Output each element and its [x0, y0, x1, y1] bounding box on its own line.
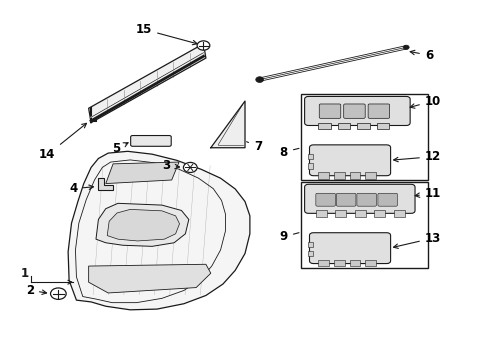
FancyBboxPatch shape [336, 193, 356, 206]
Bar [316, 211, 327, 217]
Bar [308, 163, 314, 168]
FancyBboxPatch shape [378, 193, 397, 206]
Circle shape [183, 162, 197, 172]
Bar [301, 94, 428, 180]
Polygon shape [98, 178, 113, 190]
Text: 14: 14 [39, 123, 87, 161]
Bar [334, 172, 344, 179]
Polygon shape [89, 44, 206, 123]
FancyBboxPatch shape [368, 104, 390, 118]
Text: 8: 8 [280, 145, 299, 158]
Text: 2: 2 [26, 284, 47, 297]
Bar [355, 211, 366, 217]
Bar [377, 123, 389, 129]
Bar [365, 172, 376, 179]
Polygon shape [89, 264, 211, 293]
Circle shape [50, 288, 66, 300]
Circle shape [197, 41, 210, 50]
Bar [318, 123, 331, 129]
Text: 11: 11 [415, 187, 441, 200]
Bar [335, 211, 346, 217]
Bar [308, 154, 314, 159]
Bar [308, 251, 314, 256]
Bar [318, 260, 329, 266]
Text: 5: 5 [112, 142, 128, 155]
Bar [318, 172, 329, 179]
Polygon shape [68, 151, 250, 310]
Polygon shape [106, 162, 179, 184]
Text: 12: 12 [393, 150, 441, 163]
Bar [357, 123, 369, 129]
Circle shape [256, 77, 264, 82]
Text: 1: 1 [21, 267, 29, 280]
Bar [394, 211, 405, 217]
Circle shape [403, 45, 409, 49]
Bar [374, 211, 385, 217]
FancyBboxPatch shape [319, 104, 341, 118]
Text: 4: 4 [70, 182, 94, 195]
FancyBboxPatch shape [310, 233, 391, 264]
Text: 10: 10 [410, 95, 441, 108]
Polygon shape [107, 210, 179, 241]
Text: 15: 15 [136, 23, 197, 45]
Polygon shape [96, 203, 189, 246]
FancyBboxPatch shape [343, 104, 365, 118]
Text: 3: 3 [163, 159, 179, 172]
Text: 6: 6 [410, 49, 433, 62]
FancyBboxPatch shape [131, 135, 171, 146]
FancyBboxPatch shape [357, 193, 376, 206]
FancyBboxPatch shape [316, 193, 335, 206]
FancyBboxPatch shape [305, 96, 410, 126]
Text: 9: 9 [280, 230, 299, 243]
Bar [338, 123, 350, 129]
FancyBboxPatch shape [310, 145, 391, 176]
Bar [365, 260, 376, 266]
Text: 13: 13 [393, 231, 441, 248]
Bar [301, 182, 428, 268]
FancyBboxPatch shape [305, 184, 415, 213]
Bar [349, 172, 360, 179]
Text: 7: 7 [246, 140, 262, 153]
Bar [349, 260, 360, 266]
Bar [334, 260, 344, 266]
Bar [308, 242, 314, 247]
Polygon shape [211, 101, 245, 148]
